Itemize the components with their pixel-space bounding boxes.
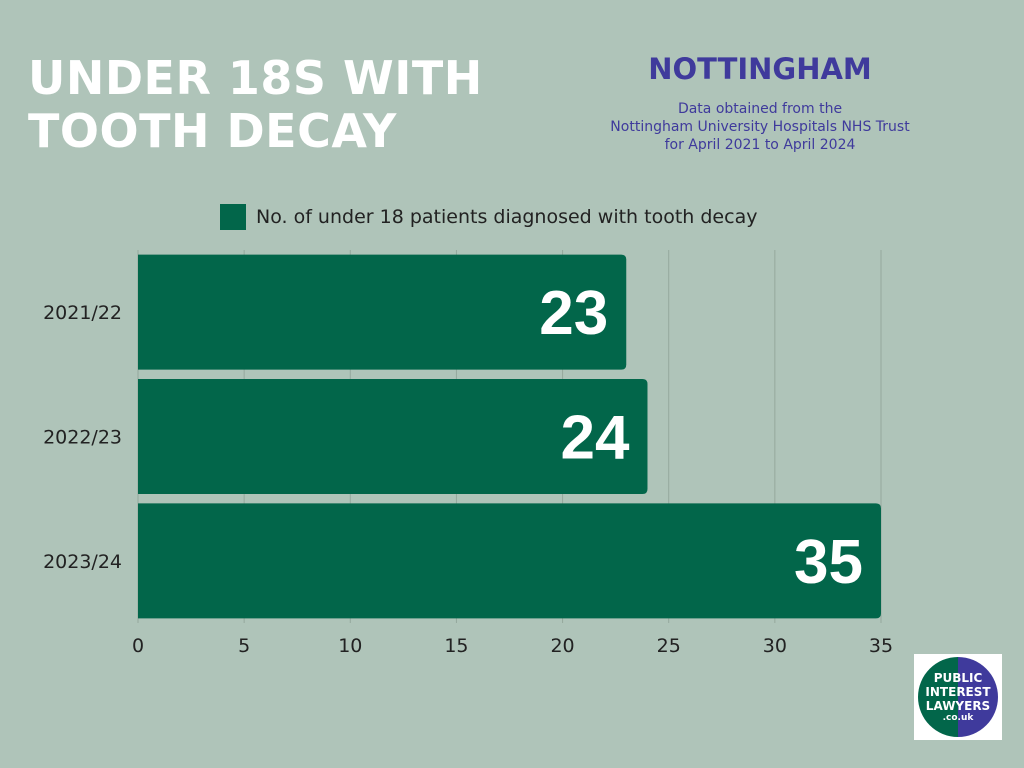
source-line-2: Nottingham University Hospitals NHS Trus…	[610, 119, 910, 135]
source-line-1: Data obtained from the	[677, 101, 843, 117]
legend-label: No. of under 18 patients diagnosed with …	[256, 206, 758, 228]
chart-legend: No. of under 18 patients diagnosed with …	[220, 202, 757, 232]
bar-value-label: 35	[794, 528, 863, 597]
x-tick-label: 10	[338, 635, 362, 657]
x-tick-label: 5	[238, 635, 250, 657]
title-line-2: TOOTH DECAY	[28, 104, 397, 158]
source-line-3: for April 2021 to April 2024	[664, 137, 856, 153]
category-label: 2023/24	[43, 551, 122, 573]
x-tick-label: 20	[550, 635, 574, 657]
region-heading: NOTTINGHAM	[648, 52, 872, 86]
chart-title: UNDER 18S WITH TOOTH DECAY	[28, 52, 548, 158]
data-source-note: Data obtained from the Nottingham Univer…	[560, 100, 960, 154]
logo-line-3: LAWYERS	[925, 698, 991, 713]
x-tick-label: 25	[657, 635, 681, 657]
x-tick-label: 35	[869, 635, 893, 657]
logo-line-2: INTEREST	[925, 684, 991, 699]
bar-value-label: 24	[561, 404, 630, 473]
bar-2022-23	[138, 379, 648, 494]
bar-2023-24	[138, 503, 881, 619]
bar-value-label: 23	[539, 279, 608, 348]
category-label: 2021/22	[43, 302, 122, 324]
title-line-1: UNDER 18S WITH	[28, 51, 483, 105]
category-label: 2022/23	[43, 427, 122, 449]
legend-swatch	[220, 204, 246, 230]
x-tick-label: 15	[444, 635, 468, 657]
x-tick-label: 30	[763, 635, 787, 657]
logo-line-4: .co.uk	[942, 712, 974, 723]
public-interest-lawyers-logo: PUBLIC INTEREST LAWYERS .co.uk	[914, 654, 1002, 740]
bar-2021-22	[138, 254, 627, 370]
logo-disc: PUBLIC INTEREST LAWYERS .co.uk	[918, 657, 998, 737]
logo-line-1: PUBLIC	[933, 670, 983, 685]
x-tick-label: 0	[132, 635, 144, 657]
